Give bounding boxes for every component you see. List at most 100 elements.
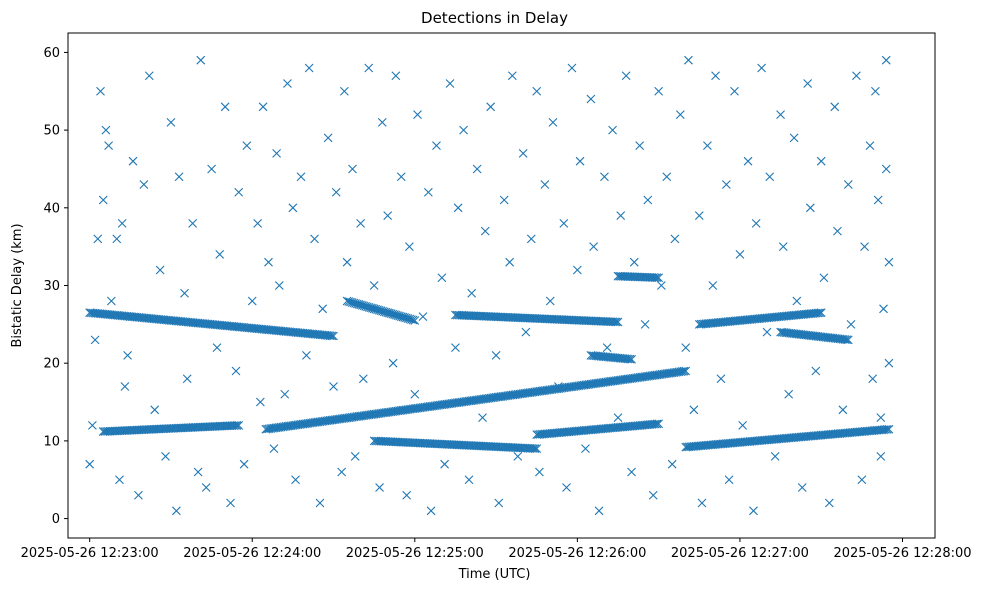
- data-point: [410, 316, 420, 325]
- data-point: [125, 312, 135, 321]
- data-point: [381, 307, 391, 317]
- data-point: [90, 335, 100, 345]
- data-point: [689, 405, 699, 415]
- data-point: [388, 358, 398, 368]
- data-point: [765, 172, 775, 182]
- data-point: [96, 86, 105, 96]
- data-point: [212, 343, 222, 353]
- data-point: [407, 315, 416, 324]
- data-point: [376, 306, 386, 316]
- data-point: [480, 226, 490, 236]
- data-point: [572, 265, 582, 275]
- data-point: [640, 319, 650, 329]
- data-point: [472, 164, 482, 174]
- data-point: [331, 187, 341, 197]
- data-point: [526, 234, 536, 244]
- data-point: [610, 317, 620, 327]
- data-point: [743, 156, 753, 166]
- data-point: [792, 296, 802, 306]
- data-point: [881, 164, 891, 174]
- data-point: [876, 413, 886, 422]
- data-point: [374, 305, 384, 315]
- data-point: [491, 351, 501, 360]
- data-point: [342, 257, 352, 267]
- data-point: [608, 125, 617, 135]
- data-point: [811, 366, 821, 376]
- data-point: [679, 366, 689, 376]
- data-point: [816, 308, 826, 318]
- data-point: [358, 374, 368, 384]
- data-point: [396, 312, 406, 321]
- data-point: [838, 405, 848, 415]
- data-point: [451, 343, 460, 353]
- data-point: [356, 218, 366, 228]
- data-point: [879, 304, 888, 314]
- data-point: [581, 444, 590, 454]
- data-point: [274, 281, 284, 290]
- data-point: [386, 309, 396, 319]
- data-point: [805, 203, 815, 213]
- data-point: [478, 413, 487, 422]
- data-point: [437, 273, 447, 283]
- data-point: [776, 110, 785, 119]
- data-point: [101, 125, 111, 135]
- data-point: [697, 498, 707, 508]
- data-point: [586, 94, 596, 104]
- data-point: [410, 389, 420, 399]
- data-point: [385, 308, 394, 318]
- data-point: [423, 187, 433, 197]
- data-point: [627, 354, 636, 364]
- data-point: [207, 164, 216, 174]
- data-point: [291, 475, 300, 485]
- data-point: [716, 374, 726, 384]
- data-point: [364, 302, 374, 312]
- data-point: [400, 313, 410, 322]
- data-point: [339, 86, 349, 96]
- data-point: [611, 317, 621, 327]
- data-point: [884, 424, 894, 434]
- data-point: [681, 343, 691, 353]
- data-point: [554, 382, 563, 391]
- data-point: [364, 63, 374, 73]
- data-point: [882, 424, 892, 434]
- data-point: [860, 242, 869, 252]
- data-point: [857, 475, 867, 485]
- data-point: [220, 102, 230, 112]
- data-point: [352, 299, 362, 309]
- data-point: [815, 308, 824, 318]
- data-point: [356, 300, 366, 310]
- data-point: [388, 309, 398, 319]
- data-point: [865, 141, 875, 151]
- data-point: [833, 226, 842, 236]
- data-point: [602, 343, 612, 353]
- data-point: [467, 288, 477, 298]
- data-point: [648, 490, 658, 500]
- data-point: [402, 490, 412, 500]
- data-point: [368, 303, 377, 313]
- data-point: [272, 149, 282, 158]
- data-point: [884, 257, 894, 267]
- data-point: [652, 273, 662, 283]
- data-point: [600, 172, 609, 182]
- data-point: [751, 218, 761, 228]
- data-point: [521, 327, 531, 337]
- data-point: [87, 420, 97, 430]
- data-point: [329, 331, 338, 341]
- data-point: [535, 467, 544, 477]
- data-point: [391, 310, 401, 320]
- data-point: [494, 498, 504, 508]
- data-point: [347, 298, 357, 307]
- data-point: [656, 281, 666, 290]
- data-point: [518, 149, 528, 158]
- data-point: [876, 452, 886, 461]
- data-point: [613, 317, 623, 327]
- data-point: [662, 172, 672, 182]
- data-point: [362, 302, 372, 312]
- data-point: [643, 195, 653, 205]
- data-point: [193, 467, 203, 477]
- data-point: [594, 506, 604, 516]
- data-point: [375, 483, 384, 492]
- data-point: [180, 288, 189, 298]
- data-point: [677, 367, 687, 376]
- data-point: [654, 273, 664, 283]
